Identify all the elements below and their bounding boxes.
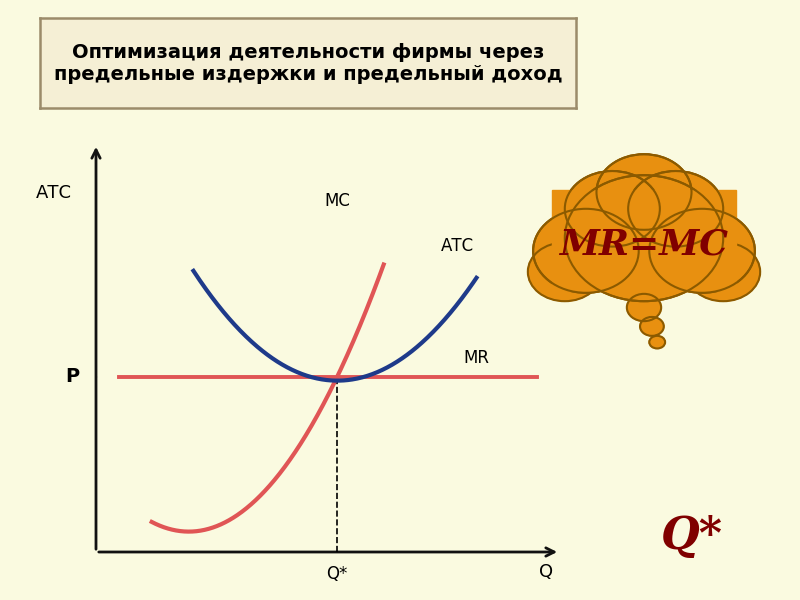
Circle shape: [628, 171, 723, 247]
Text: MR=MC: MR=MC: [559, 227, 729, 262]
Text: МС: МС: [324, 192, 350, 210]
Text: Q*: Q*: [326, 565, 348, 583]
Text: Оптимизация деятельности фирмы через
предельные издержки и предельный доход: Оптимизация деятельности фирмы через пре…: [54, 43, 562, 83]
Text: Q*: Q*: [661, 515, 723, 559]
Circle shape: [597, 154, 691, 230]
Circle shape: [650, 209, 755, 293]
FancyBboxPatch shape: [552, 190, 736, 290]
Circle shape: [528, 242, 602, 301]
Circle shape: [565, 171, 660, 247]
Text: АТС: АТС: [442, 237, 474, 255]
Circle shape: [533, 209, 638, 293]
Text: Q: Q: [539, 563, 553, 581]
Text: MR: MR: [463, 349, 490, 367]
Circle shape: [627, 294, 661, 321]
Text: P: P: [66, 367, 80, 386]
Circle shape: [650, 336, 665, 349]
Circle shape: [686, 242, 760, 301]
Text: АТС: АТС: [36, 184, 72, 202]
Circle shape: [640, 317, 664, 336]
Circle shape: [565, 175, 723, 301]
